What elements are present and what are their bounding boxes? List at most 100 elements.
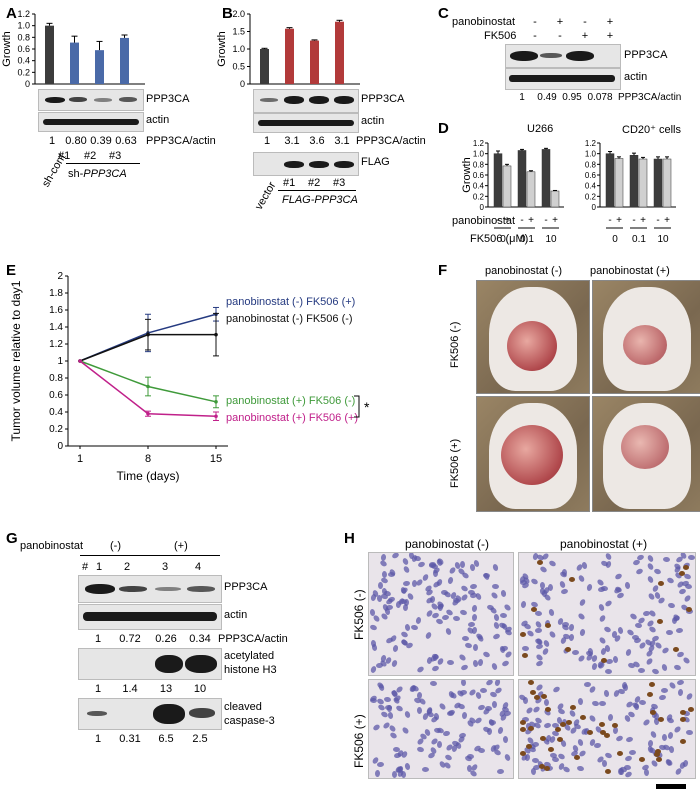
nucleus: [598, 636, 608, 645]
nucleus: [415, 616, 422, 625]
panel-g-pos-line: [150, 555, 220, 556]
stained-cell: [545, 707, 552, 713]
nucleus: [541, 646, 550, 656]
x-tick-label: 8: [145, 453, 151, 465]
nucleus: [444, 753, 453, 762]
y-tick-label: 1.0: [585, 150, 597, 159]
panel-c-pano-label: panobinostat: [452, 16, 515, 28]
bar-1-1: [614, 158, 624, 208]
pano-sign: +: [552, 215, 558, 226]
panel-g-caspase-blot: [78, 698, 222, 730]
y-tick-label: 0.5: [232, 62, 245, 72]
nucleus: [654, 641, 664, 650]
stained-cell: [611, 723, 618, 729]
nucleus: [497, 768, 505, 775]
y-tick-label: 0.2: [17, 67, 30, 77]
panel-g-cleaved-label: cleaved: [224, 701, 262, 713]
nucleus: [548, 608, 555, 617]
nucleus: [612, 689, 620, 699]
nucleus: [625, 736, 634, 743]
nucleus: [394, 704, 404, 713]
nucleus: [369, 665, 377, 675]
panel-c-pano-4: +: [606, 16, 614, 28]
panel-c-pano-2: +: [556, 16, 564, 28]
panel-d-title-1: U266: [527, 123, 554, 135]
panel-b-actin-label: actin: [361, 115, 385, 127]
bar-1-4: [653, 158, 663, 208]
y-tick-label: 2: [57, 271, 63, 282]
data-point: [214, 414, 218, 419]
x-axis-title: Time (days): [117, 469, 180, 483]
nucleus: [392, 746, 400, 752]
legend-entry-2: panobinostat (+) FK506 (-): [226, 395, 355, 407]
nucleus: [629, 612, 638, 621]
stained-cell: [580, 715, 587, 721]
bar-#3: [335, 21, 344, 84]
panel-g-lane-4: 4: [195, 561, 202, 573]
pano-sign: +: [616, 215, 622, 226]
y-tick-label: 0: [592, 203, 597, 212]
panel-g-ratio-label: PPP3CA/actin: [218, 633, 288, 645]
nucleus: [667, 602, 675, 609]
nucleus: [664, 757, 673, 767]
panel-g-ratio-3: 0.26: [155, 633, 177, 645]
nucleus: [425, 630, 433, 640]
nucleus: [492, 701, 498, 709]
nucleus: [532, 705, 541, 715]
nucleus: [471, 605, 478, 613]
nucleus: [377, 582, 383, 590]
nucleus: [577, 765, 585, 772]
nucleus: [560, 588, 569, 596]
y-tick-label: 1.8: [49, 288, 63, 299]
nucleus: [604, 599, 613, 608]
panel-h-micrograph-4: [518, 679, 696, 779]
nucleus: [370, 593, 377, 602]
panel-label-g: G: [6, 530, 18, 547]
y-tick-label: 1.0: [473, 150, 485, 159]
data-point: [146, 384, 150, 389]
y-tick-label: 0.8: [49, 373, 63, 384]
nucleus: [577, 612, 586, 621]
panel-d-pano-label: panobinostat: [452, 215, 515, 227]
panel-g-lane-2: 2: [124, 561, 131, 573]
nucleus: [521, 645, 529, 651]
scale-bar: [656, 784, 686, 789]
y-axis-title: Growth: [216, 31, 228, 66]
stained-cell: [658, 717, 665, 723]
nucleus: [601, 585, 609, 592]
nucleus: [607, 713, 614, 721]
nucleus: [551, 756, 559, 763]
nucleus: [602, 760, 608, 768]
stained-cell: [565, 647, 572, 653]
stained-cell: [536, 560, 543, 566]
stained-cell: [530, 607, 537, 613]
nucleus: [377, 683, 386, 693]
panel-f-photo-1: [476, 280, 590, 394]
nucleus: [675, 627, 684, 633]
nucleus: [500, 589, 507, 598]
y-tick-label: 1.0: [232, 44, 245, 54]
panel-a-cat-4: #3: [109, 150, 122, 162]
nucleus: [438, 702, 447, 712]
nucleus: [648, 625, 657, 634]
panel-b-actin-blot: [253, 113, 359, 133]
nucleus: [662, 556, 670, 562]
nucleus: [421, 572, 430, 582]
panel-g-neg: (-): [110, 540, 121, 552]
nucleus: [651, 667, 660, 675]
panel-a-ratio-1: 1: [48, 135, 56, 147]
panel-label-f: F: [438, 262, 448, 279]
panel-b-cat-1: vector: [253, 180, 279, 212]
bar-#1: [70, 42, 79, 84]
y-tick-label: 1: [57, 356, 63, 367]
nucleus: [379, 559, 389, 568]
panel-c-fk-3: +: [581, 30, 589, 42]
pano-sign: -: [632, 215, 635, 226]
panel-label-a: A: [6, 5, 17, 22]
panel-e-chart: 0 0.2 0.4 0.6 0.8 1 1.2 1.4 1.6 1.8 2 1 8 15 Time (day…: [9, 271, 370, 483]
stained-cell: [559, 722, 566, 728]
nucleus: [638, 667, 646, 673]
stained-cell: [648, 682, 655, 688]
nucleus: [461, 711, 467, 720]
panel-b-ratio-label: PPP3CA/actin: [356, 135, 426, 147]
